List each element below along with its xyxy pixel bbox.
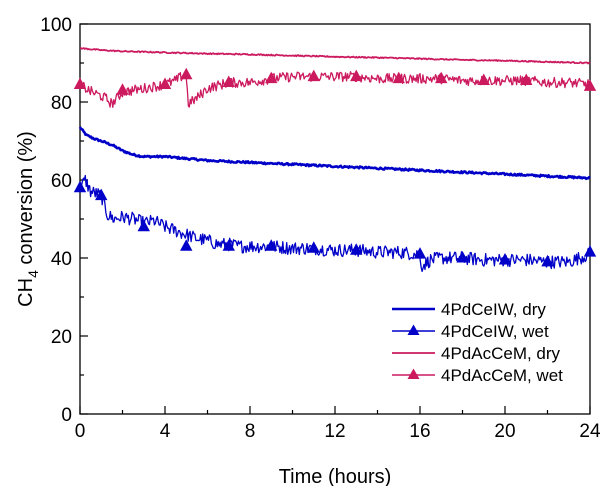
y-tick-label: 100 xyxy=(40,15,72,36)
x-tick-label: 24 xyxy=(579,421,601,442)
legend-label-4pdceiw-dry: 4PdCeIW, dry xyxy=(441,300,546,319)
x-tick-label: 8 xyxy=(245,421,256,442)
x-tick-label: 20 xyxy=(494,421,515,442)
data-point-4pdaccem-wet xyxy=(392,71,405,84)
data-point-4pdaccem-wet xyxy=(307,69,320,82)
series-layer xyxy=(73,47,597,273)
data-point-4pdaccem-wet xyxy=(158,77,172,89)
axes-layer: 0 4 8 12 16 20 24 0 20 40 60 80 100 xyxy=(40,15,601,442)
legend-label-4pdaccem-wet: 4PdAcCeM, wet xyxy=(441,366,563,385)
data-point-4pdaccem-wet xyxy=(477,73,490,86)
legend: 4PdCeIW, dry 4PdCeIW, wet 4PdAcCeM, dry … xyxy=(392,300,563,385)
legend-label-4pdceiw-wet: 4PdCeIW, wet xyxy=(441,322,549,341)
series-line-4pdceiw-dry xyxy=(78,126,591,181)
series-line-4pdceiw-wet xyxy=(79,174,591,273)
data-point-4pdceiw-wet xyxy=(541,254,554,267)
y-axis-title-main: CH xyxy=(15,278,37,307)
x-tick-label: 0 xyxy=(75,421,86,442)
y-tick-label: 80 xyxy=(51,93,72,114)
x-tick-label: 12 xyxy=(324,421,345,442)
data-point-4pdaccem-wet xyxy=(180,67,193,80)
data-point-4pdceiw-wet xyxy=(265,239,278,251)
data-point-4pdaccem-wet xyxy=(116,83,129,95)
x-axis-title: Time (hours) xyxy=(279,466,392,486)
y-tick-label: 20 xyxy=(51,327,72,348)
data-point-4pdceiw-wet xyxy=(95,188,108,201)
data-point-4pdceiw-wet xyxy=(456,251,469,263)
y-axis-title-subscript: 4 xyxy=(25,270,41,278)
series-line-4pdaccem-wet xyxy=(79,71,591,108)
y-tick-label: 60 xyxy=(51,171,72,192)
data-point-4pdceiw-wet xyxy=(222,239,235,251)
data-point-4pdceiw-wet xyxy=(73,180,87,193)
x-tick-label: 4 xyxy=(160,421,171,442)
data-point-4pdceiw-wet xyxy=(137,219,150,232)
data-point-4pdaccem-wet xyxy=(435,71,448,84)
y-axis-title-rest: conversion (%) xyxy=(15,131,37,270)
data-point-4pdceiw-wet xyxy=(350,243,363,255)
data-point-4pdaccem-wet xyxy=(350,69,363,82)
data-point-4pdceiw-wet xyxy=(307,241,320,253)
data-point-4pdaccem-wet xyxy=(222,75,235,87)
x-tick-label: 16 xyxy=(409,421,430,442)
data-point-4pdceiw-wet xyxy=(180,239,193,251)
data-point-4pdaccem-wet xyxy=(520,73,533,86)
data-point-4pdaccem-wet xyxy=(583,79,597,91)
legend-marker-4pdceiw-wet xyxy=(407,324,420,335)
data-point-4pdaccem-wet xyxy=(265,71,278,84)
data-point-4pdceiw-wet xyxy=(583,245,597,257)
y-axis-title: CH4 conversion (%) xyxy=(15,131,41,307)
y-tick-label: 40 xyxy=(51,249,72,270)
series-line-4pdaccem-dry xyxy=(79,47,591,65)
data-point-4pdceiw-wet xyxy=(413,247,427,259)
legend-label-4pdaccem-dry: 4PdAcCeM, dry xyxy=(441,344,561,363)
y-tick-label: 0 xyxy=(61,405,72,426)
data-point-4pdceiw-wet xyxy=(498,252,512,265)
legend-marker-4pdaccem-wet xyxy=(407,368,420,379)
data-point-4pdaccem-wet xyxy=(73,77,87,89)
